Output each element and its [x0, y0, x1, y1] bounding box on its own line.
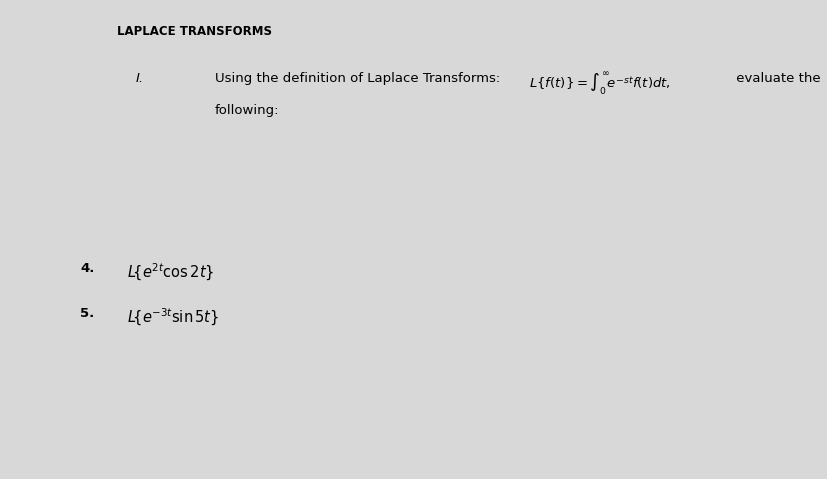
- Text: 5.: 5.: [80, 307, 94, 320]
- Text: LAPLACE TRANSFORMS: LAPLACE TRANSFORMS: [117, 25, 272, 38]
- Text: following:: following:: [215, 104, 280, 117]
- Text: 4.: 4.: [80, 262, 94, 275]
- Text: I.: I.: [136, 72, 144, 85]
- Text: evaluate the: evaluate the: [731, 72, 820, 85]
- Text: Using the definition of Laplace Transforms:: Using the definition of Laplace Transfor…: [215, 72, 504, 85]
- Text: $L\!\left\{e^{-3t}\sin 5t\right\}$: $L\!\left\{e^{-3t}\sin 5t\right\}$: [127, 307, 218, 328]
- Text: $L\{f(t)\}=\int_0^{\infty}\! e^{-st}f(t)dt,$: $L\{f(t)\}=\int_0^{\infty}\! e^{-st}f(t)…: [528, 71, 670, 98]
- Text: $L\!\left\{e^{2t}\cos 2t\right\}$: $L\!\left\{e^{2t}\cos 2t\right\}$: [127, 262, 213, 283]
